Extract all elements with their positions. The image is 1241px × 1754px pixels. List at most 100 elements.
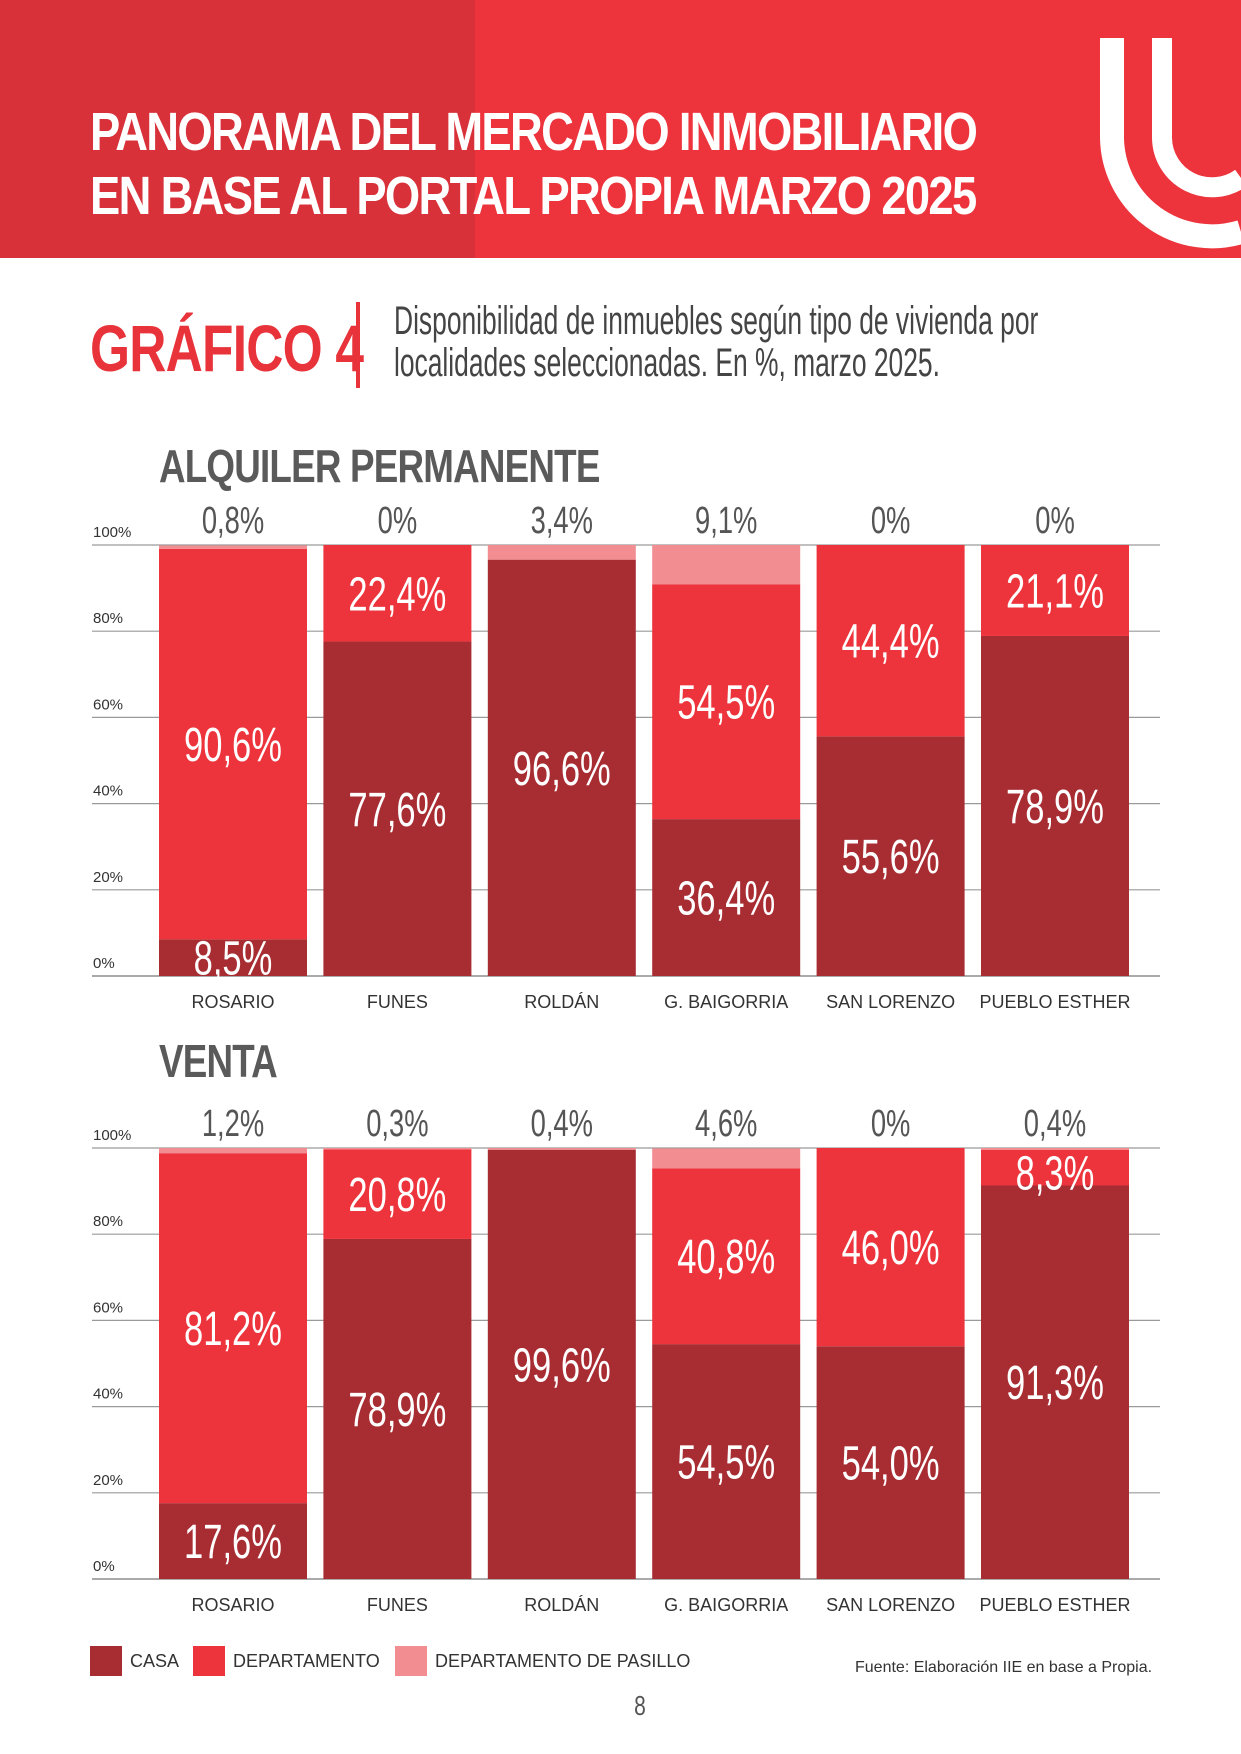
- venta-bar-departamento-pueblo-esther: [981, 1149, 1129, 1186]
- alquiler-permanente-label-departamento-de-pasillo-san-lorenzo: 0%: [871, 500, 911, 542]
- chart-venta: VENTA 0% 20% 40% 60% 80% 100% 17,6% 81,2% 1,2% ROS…: [92, 1035, 1160, 1615]
- venta-label-casa-g-baigorria: 54,5%: [677, 1435, 775, 1489]
- alquiler-permanente-title: ALQUILER PERMANENTE: [159, 440, 600, 492]
- alquiler-permanente-bar-departamento-de-pasillo-roldan: [487, 545, 636, 560]
- venta-title: VENTA: [159, 1035, 277, 1087]
- alquiler-permanente-category-pueblo-esther: PUEBLO ESTHER: [979, 992, 1130, 1012]
- venta-label-casa-san-lorenzo: 54,0%: [842, 1436, 940, 1490]
- alquiler-permanente-label-departamento-de-pasillo-pueblo-esther: 0%: [1035, 500, 1075, 542]
- venta-label-casa-rosario: 17,6%: [184, 1514, 282, 1568]
- alquiler-permanente-bar-departamento-de-pasillo-rosario: [159, 545, 307, 549]
- legend-swatch-casa: [90, 1646, 122, 1676]
- venta-label-departamento-de-pasillo-roldan: 0,4%: [531, 1103, 593, 1145]
- legend-swatch-departamento: [193, 1646, 225, 1676]
- venta-bar-departamento-de-pasillo-roldan: [487, 1148, 636, 1150]
- venta-category-pueblo-esther: PUEBLO ESTHER: [979, 1595, 1130, 1615]
- alquiler-permanente-y-tick-label: 40%: [93, 783, 123, 800]
- alquiler-permanente-label-casa-san-lorenzo: 55,6%: [842, 830, 940, 884]
- venta-bar-casa-roldan: [487, 1149, 636, 1579]
- alquiler-permanente-bar-casa-san-lorenzo: [816, 736, 965, 976]
- alquiler-permanente-bar-casa-pueblo-esther: [981, 635, 1129, 976]
- alquiler-permanente-label-departamento-de-pasillo-g-baigorria: 9,1%: [695, 500, 757, 542]
- figure-description-line-1: Disponibilidad de inmuebles según tipo d…: [394, 299, 1039, 343]
- header-title: PANORAMA DEL MERCADO INMOBILIARIO EN BAS…: [90, 100, 978, 228]
- venta-category-g-baigorria: G. BAIGORRIA: [664, 1595, 788, 1615]
- venta-y-tick-label: 0%: [93, 1558, 115, 1575]
- alquiler-permanente-category-funes: FUNES: [367, 992, 428, 1012]
- header-title-line-2: EN BASE AL PORTAL PROPIA MARZO 2025: [90, 166, 977, 226]
- alquiler-permanente-category-rosario: ROSARIO: [191, 992, 274, 1012]
- alquiler-permanente-label-departamento-rosario: 90,6%: [184, 718, 282, 772]
- venta-bar-casa-g-baigorria: [652, 1344, 801, 1579]
- alquiler-permanente-label-casa-rosario: 8,5%: [194, 931, 273, 985]
- alquiler-permanente-category-g-baigorria: G. BAIGORRIA: [664, 992, 788, 1012]
- alquiler-permanente-bar-departamento-san-lorenzo: [816, 545, 965, 737]
- venta-label-departamento-de-pasillo-funes: 0,3%: [366, 1103, 428, 1145]
- venta-bar-casa-funes: [323, 1238, 472, 1579]
- alquiler-permanente-category-san-lorenzo: SAN LORENZO: [826, 992, 955, 1012]
- alquiler-permanente-bar-casa-g-baigorria: [652, 819, 801, 976]
- venta-label-departamento-pueblo-esther: 8,3%: [1016, 1146, 1095, 1200]
- chart-alquiler-permanente: ALQUILER PERMANENTE 0% 20% 40% 60% 80% 100% 8,5…: [92, 440, 1160, 1012]
- alquiler-permanente-bar-casa-roldan: [487, 559, 636, 976]
- venta-label-departamento-de-pasillo-g-baigorria: 4,6%: [695, 1103, 757, 1145]
- legend-label-pasillo: DEPARTAMENTO DE PASILLO: [435, 1651, 691, 1671]
- brand-logo-icon: [1100, 38, 1241, 249]
- venta-y-tick-label: 60%: [93, 1299, 123, 1316]
- venta-label-departamento-de-pasillo-san-lorenzo: 0%: [871, 1103, 911, 1145]
- figure-divider: [356, 302, 360, 388]
- venta-bar-departamento-de-pasillo-g-baigorria: [652, 1148, 801, 1169]
- venta-y-tick-label: 80%: [93, 1213, 123, 1230]
- alquiler-permanente-category-roldan: ROLDÁN: [524, 992, 599, 1012]
- alquiler-permanente-bar-departamento-rosario: [159, 548, 307, 940]
- venta-label-departamento-de-pasillo-rosario: 1,2%: [202, 1103, 264, 1145]
- venta-bar-departamento-g-baigorria: [652, 1168, 801, 1345]
- venta-label-casa-funes: 78,9%: [348, 1382, 446, 1436]
- venta-label-departamento-de-pasillo-pueblo-esther: 0,4%: [1024, 1103, 1086, 1145]
- alquiler-permanente-label-casa-pueblo-esther: 78,9%: [1006, 779, 1104, 833]
- venta-bar-departamento-de-pasillo-pueblo-esther: [981, 1148, 1129, 1150]
- venta-label-departamento-rosario: 81,2%: [184, 1302, 282, 1356]
- alquiler-permanente-label-departamento-de-pasillo-roldan: 3,4%: [531, 500, 593, 542]
- venta-bar-departamento-san-lorenzo: [816, 1148, 965, 1347]
- alquiler-permanente-label-departamento-san-lorenzo: 44,4%: [842, 614, 940, 668]
- venta-bar-casa-san-lorenzo: [816, 1346, 965, 1579]
- venta-y-tick-label: 20%: [93, 1472, 123, 1489]
- alquiler-permanente-bar-departamento-pueblo-esther: [981, 545, 1129, 636]
- alquiler-permanente-label-casa-roldan: 96,6%: [513, 741, 611, 795]
- alquiler-permanente-bar-departamento-de-pasillo-g-baigorria: [652, 545, 801, 585]
- venta-bar-departamento-rosario: [159, 1153, 307, 1504]
- source-note: Fuente: Elaboración IIE en base a Propia…: [855, 1659, 1153, 1676]
- alquiler-permanente-label-departamento-de-pasillo-funes: 0%: [378, 500, 418, 542]
- venta-y-tick-label: 100%: [93, 1127, 131, 1144]
- venta-label-departamento-san-lorenzo: 46,0%: [842, 1221, 940, 1275]
- page-number: 8: [634, 1690, 646, 1721]
- legend-label-casa: CASA: [130, 1651, 180, 1671]
- venta-category-rosario: ROSARIO: [191, 1595, 274, 1615]
- alquiler-permanente-y-tick-label: 60%: [93, 696, 123, 713]
- venta-bar-departamento-funes: [323, 1149, 472, 1239]
- header-shade: [0, 0, 475, 258]
- venta-category-san-lorenzo: SAN LORENZO: [826, 1595, 955, 1615]
- venta-label-departamento-g-baigorria: 40,8%: [677, 1230, 775, 1284]
- alquiler-permanente-label-departamento-g-baigorria: 54,5%: [677, 675, 775, 729]
- alquiler-permanente-bar-casa-rosario: [159, 939, 307, 976]
- venta-bar-departamento-de-pasillo-funes: [323, 1148, 472, 1150]
- venta-bar-casa-rosario: [159, 1503, 307, 1579]
- venta-label-casa-pueblo-esther: 91,3%: [1006, 1356, 1104, 1410]
- alquiler-permanente-label-departamento-de-pasillo-rosario: 0,8%: [202, 500, 264, 542]
- alquiler-permanente-label-departamento-funes: 22,4%: [348, 567, 446, 621]
- alquiler-permanente-bar-departamento-funes: [323, 545, 472, 642]
- alquiler-permanente-y-tick-label: 20%: [93, 869, 123, 886]
- venta-category-funes: FUNES: [367, 1595, 428, 1615]
- alquiler-permanente-y-tick-label: 100%: [93, 524, 131, 541]
- alquiler-permanente-label-casa-g-baigorria: 36,4%: [677, 871, 775, 925]
- alquiler-permanente-bar-casa-funes: [323, 641, 472, 976]
- header-title-line-1: PANORAMA DEL MERCADO INMOBILIARIO: [90, 102, 978, 162]
- venta-bar-casa-pueblo-esther: [981, 1185, 1129, 1579]
- figure-description: Disponibilidad de inmuebles según tipo d…: [394, 299, 1039, 384]
- alquiler-permanente-bar-departamento-g-baigorria: [652, 584, 801, 820]
- legend-swatch-pasillo: [395, 1646, 427, 1676]
- alquiler-permanente-label-casa-funes: 77,6%: [348, 782, 446, 836]
- venta-label-departamento-funes: 20,8%: [348, 1168, 446, 1222]
